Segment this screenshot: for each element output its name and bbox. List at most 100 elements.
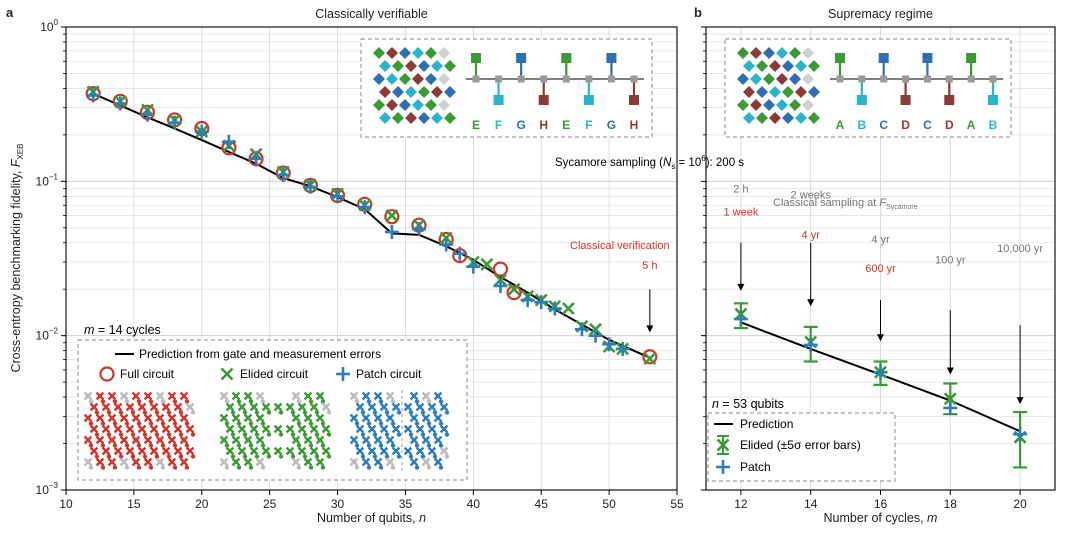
qubit-coupler bbox=[113, 402, 123, 412]
qubit-coupler bbox=[249, 424, 259, 434]
qubit-node bbox=[354, 399, 360, 404]
patch-circuit-point bbox=[140, 107, 155, 122]
elided-circuit-point bbox=[943, 392, 957, 406]
qubit-coupler bbox=[315, 391, 325, 401]
qubit-node bbox=[230, 410, 236, 415]
qubit-node bbox=[320, 443, 326, 448]
qubit-coupler bbox=[349, 457, 359, 467]
qubit-coupler bbox=[321, 424, 331, 434]
patch-circuit-point bbox=[303, 179, 318, 194]
qubit-node bbox=[124, 421, 130, 426]
qubit-coupler bbox=[385, 413, 395, 423]
patch-circuit-point bbox=[520, 293, 535, 308]
qubit-square bbox=[585, 75, 593, 83]
x-tick-label: 35 bbox=[399, 497, 413, 511]
gate-tile bbox=[769, 60, 781, 72]
elided-circuit-point bbox=[507, 282, 521, 296]
time-arrowhead bbox=[737, 283, 745, 291]
qubit-node bbox=[142, 410, 148, 415]
qubit-node bbox=[100, 443, 106, 448]
gate-block bbox=[493, 95, 504, 105]
qubit-node bbox=[384, 410, 390, 415]
qubit-coupler bbox=[367, 402, 377, 412]
qubit-coupler bbox=[83, 413, 93, 423]
qubit-coupler bbox=[119, 413, 129, 423]
qubit-square bbox=[902, 75, 910, 83]
qubit-coupler bbox=[107, 413, 117, 423]
qubit-node bbox=[326, 432, 332, 437]
qubit-coupler bbox=[303, 435, 313, 445]
qubit-coupler bbox=[231, 391, 241, 401]
gate-block bbox=[878, 53, 889, 63]
qubit-node bbox=[308, 399, 314, 404]
qubit-node bbox=[266, 410, 272, 415]
patch-circuit-point bbox=[384, 224, 399, 239]
qubit-coupler bbox=[107, 391, 117, 401]
qubit-node bbox=[426, 443, 432, 448]
gate-block bbox=[516, 53, 527, 63]
panel-a-xlabel: Number of qubits, n bbox=[317, 511, 426, 525]
qubit-coupler bbox=[433, 391, 443, 401]
qubit-node bbox=[112, 399, 118, 404]
circuit-label: C bbox=[879, 118, 888, 132]
qubit-node bbox=[112, 465, 118, 470]
time-arrowhead bbox=[1016, 397, 1024, 405]
qubit-node bbox=[308, 465, 314, 470]
gate-tile bbox=[795, 86, 807, 98]
qubit-node bbox=[314, 410, 320, 415]
gate-block bbox=[606, 53, 617, 63]
qubit-square bbox=[472, 75, 480, 83]
qubit-coupler bbox=[185, 424, 195, 434]
qubit-square bbox=[630, 75, 638, 83]
legend-prediction-label: Prediction bbox=[740, 417, 793, 431]
qubit-coupler bbox=[439, 402, 449, 412]
qubit-node bbox=[236, 443, 242, 448]
x-tick-label: 55 bbox=[670, 497, 684, 511]
qubit-node bbox=[420, 432, 426, 437]
gate-tile bbox=[405, 60, 417, 72]
qubit-node bbox=[124, 465, 130, 470]
patch-circuit-point bbox=[602, 337, 617, 352]
qubit-coupler bbox=[349, 391, 359, 401]
panel-b-ticks: 12 14 16 18 20 bbox=[701, 26, 1027, 511]
classical-time-estimate: 10,000 yr bbox=[997, 243, 1043, 255]
qubit-coupler bbox=[433, 435, 443, 445]
qubit-coupler bbox=[273, 402, 283, 412]
patch-circuit-point bbox=[574, 322, 589, 337]
x-tick-label: 15 bbox=[127, 497, 141, 511]
qubit-coupler bbox=[321, 446, 331, 456]
circuit-label: B bbox=[989, 118, 998, 132]
qubit-coupler bbox=[391, 446, 401, 456]
qubit-coupler bbox=[219, 391, 229, 401]
qubit-node bbox=[366, 399, 372, 404]
gate-tile bbox=[782, 60, 794, 72]
qubit-coupler bbox=[315, 413, 325, 423]
full-circuit-point bbox=[492, 261, 509, 277]
qubit-coupler bbox=[349, 413, 359, 423]
patch-circuit-point bbox=[86, 88, 101, 103]
panel-a-letter: a bbox=[6, 5, 14, 20]
panel-b-letter: b bbox=[694, 5, 702, 20]
qubit-coupler bbox=[403, 402, 413, 412]
qubit-node bbox=[242, 410, 248, 415]
qubit-coupler bbox=[83, 457, 93, 467]
qubit-coupler bbox=[379, 402, 389, 412]
qubit-node bbox=[354, 465, 360, 470]
qubit-coupler bbox=[285, 402, 295, 412]
panel-a-title: Classically verifiable bbox=[315, 7, 428, 21]
legend-patch-label: Patch circuit bbox=[356, 367, 422, 381]
time-arrowhead bbox=[877, 334, 884, 342]
qubit-node bbox=[154, 454, 160, 459]
panel-a-ticks: 10 15 20 25 30 35 40 45 50 55 100 10−1 10−2 10−3 bbox=[36, 18, 684, 511]
qubit-node bbox=[438, 443, 444, 448]
qubit-coupler bbox=[237, 424, 247, 434]
qubit-node bbox=[260, 465, 266, 470]
gate-tile bbox=[737, 73, 749, 85]
qubit-coupler bbox=[179, 435, 189, 445]
qubit-node bbox=[296, 443, 302, 448]
qubit-node bbox=[154, 432, 160, 437]
elided-circuit-point bbox=[480, 257, 494, 271]
circuit-label: G bbox=[607, 118, 616, 132]
qubit-coupler bbox=[219, 435, 229, 445]
